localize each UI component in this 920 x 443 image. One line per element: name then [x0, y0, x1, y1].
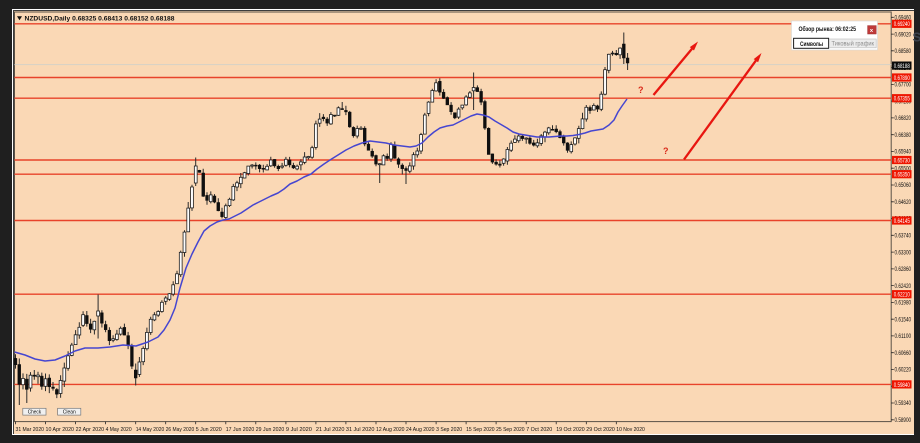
svg-text:22 Apr 2020: 22 Apr 2020: [76, 427, 105, 433]
svg-text:0.59340: 0.59340: [895, 400, 912, 407]
svg-text:31 Jul 2020: 31 Jul 2020: [346, 427, 375, 433]
svg-text:17 Jun 2020: 17 Jun 2020: [226, 427, 255, 433]
svg-text:7 Oct 2020: 7 Oct 2020: [526, 427, 552, 433]
svg-text:0.63740: 0.63740: [895, 233, 912, 240]
svg-text:Clean: Clean: [63, 410, 76, 416]
svg-text:0.60220: 0.60220: [895, 367, 912, 374]
svg-text:Обзор рынка: 06:02:25: Обзор рынка: 06:02:25: [799, 25, 857, 33]
svg-text:0.65350: 0.65350: [894, 172, 910, 179]
svg-text:?: ?: [638, 85, 644, 95]
svg-text:0.61980: 0.61980: [895, 300, 912, 307]
svg-text:0.64620: 0.64620: [895, 199, 912, 206]
svg-text:0.62420: 0.62420: [895, 283, 912, 290]
svg-text:0.67890: 0.67890: [894, 75, 910, 82]
svg-text:5 Jun 2020: 5 Jun 2020: [196, 427, 222, 433]
svg-text:NZDUSD,Daily 0.68325 0.68413: NZDUSD,Daily 0.68325 0.68413 0.68152 0.6…: [25, 16, 175, 23]
svg-text:0.61540: 0.61540: [895, 316, 912, 323]
svg-text:S: S: [913, 30, 920, 45]
svg-text:0.63300: 0.63300: [895, 249, 912, 256]
svg-text:0.66380: 0.66380: [895, 132, 912, 139]
svg-text:0.65940: 0.65940: [895, 149, 912, 156]
svg-text:0.69240: 0.69240: [894, 21, 910, 28]
svg-text:Тиковый график: Тиковый график: [832, 40, 875, 48]
svg-text:21 Jul 2020: 21 Jul 2020: [316, 427, 345, 433]
svg-text:25 Sep 2020: 25 Sep 2020: [496, 427, 524, 433]
svg-text:19 Oct 2020: 19 Oct 2020: [556, 427, 585, 433]
svg-text:29 Jun 2020: 29 Jun 2020: [256, 427, 284, 433]
svg-text:0.69460: 0.69460: [895, 15, 912, 22]
svg-text:31 Mar 2020: 31 Mar 2020: [16, 427, 45, 433]
svg-text:0.65060: 0.65060: [895, 182, 912, 189]
svg-text:12 Aug 2020: 12 Aug 2020: [376, 427, 405, 433]
svg-text:0.65500: 0.65500: [895, 165, 912, 172]
svg-text:0.60660: 0.60660: [895, 350, 912, 357]
svg-text:0.64145: 0.64145: [894, 218, 910, 225]
svg-text:0.68580: 0.68580: [895, 48, 912, 55]
svg-text:0.58900: 0.58900: [895, 417, 912, 424]
svg-text:0.68188: 0.68188: [894, 63, 910, 70]
svg-text:3 Sep 2020: 3 Sep 2020: [436, 427, 462, 433]
svg-text:0.62860: 0.62860: [895, 266, 912, 273]
svg-text:0.66820: 0.66820: [895, 115, 912, 122]
svg-text:Check: Check: [28, 410, 42, 416]
svg-text:?: ?: [663, 146, 669, 156]
svg-text:0.59840: 0.59840: [894, 382, 910, 389]
svg-text:24 Aug 2020: 24 Aug 2020: [406, 427, 435, 433]
svg-text:x: x: [870, 28, 874, 34]
svg-text:0.69020: 0.69020: [895, 31, 912, 38]
svg-text:0.62210: 0.62210: [894, 292, 910, 299]
svg-text:10 Nov 2020: 10 Nov 2020: [616, 427, 645, 433]
svg-text:29 Oct 2020: 29 Oct 2020: [586, 427, 615, 433]
svg-text:0.61100: 0.61100: [895, 333, 912, 340]
svg-text:10 Apr 2020: 10 Apr 2020: [46, 427, 75, 433]
svg-text:9 Jul 2020: 9 Jul 2020: [286, 427, 312, 433]
svg-text:14 May 2020: 14 May 2020: [136, 427, 165, 433]
svg-text:15 Sep 2020: 15 Sep 2020: [466, 427, 495, 433]
svg-text:Символы: Символы: [800, 41, 823, 48]
svg-text:4 May 2020: 4 May 2020: [106, 427, 132, 433]
svg-text:0.67700: 0.67700: [895, 82, 912, 89]
svg-text:26 May 2020: 26 May 2020: [166, 427, 195, 433]
svg-text:0.65730: 0.65730: [894, 157, 910, 164]
svg-text:0.67355: 0.67355: [894, 96, 910, 103]
